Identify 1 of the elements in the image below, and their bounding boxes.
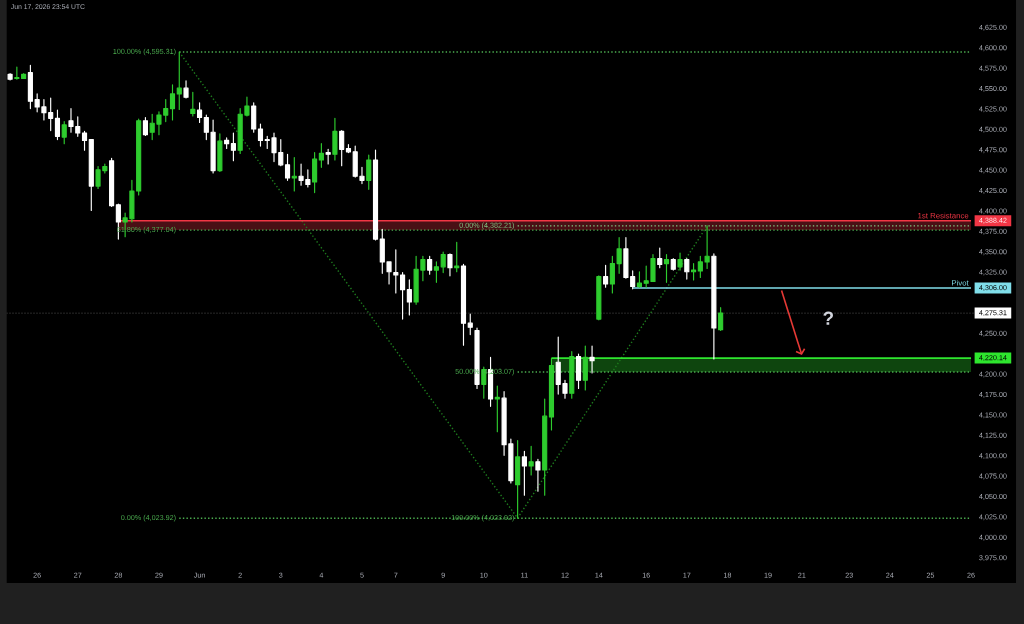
annotation: ? bbox=[823, 311, 833, 325]
